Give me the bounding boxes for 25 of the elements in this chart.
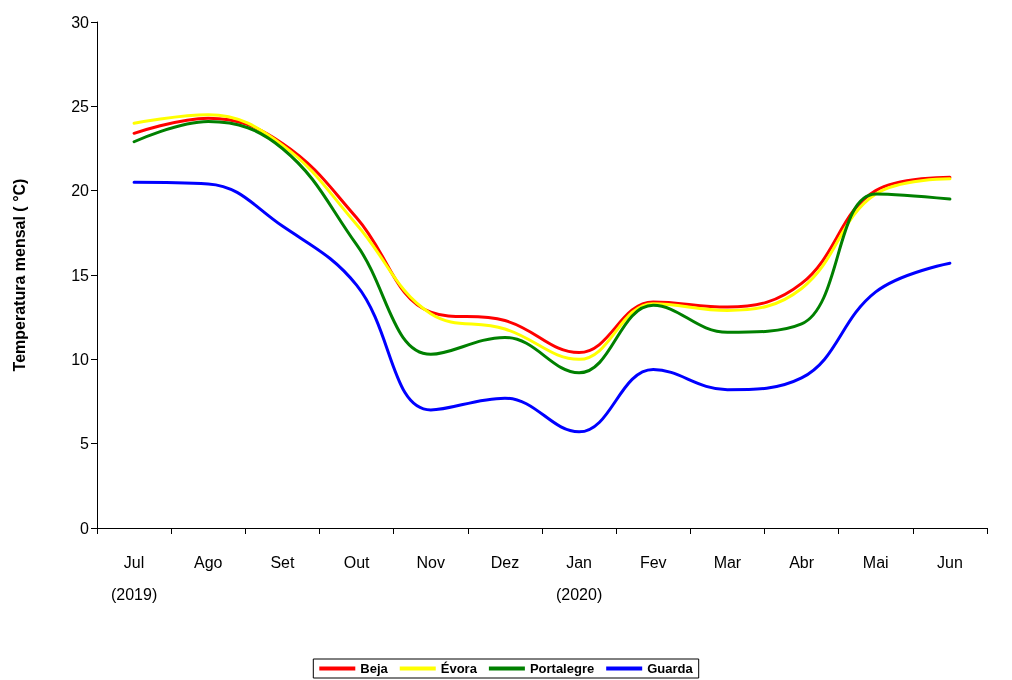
legend-label: Portalegre: [529, 661, 595, 676]
x-tick-label: Mai: [862, 553, 889, 571]
line-series: [132, 180, 952, 434]
legend-label: Évora: [440, 661, 478, 676]
legend-label: Beja: [360, 661, 389, 676]
x-tick-label: Dez: [490, 553, 520, 571]
y-axis-title: Temperatura mensal ( °C): [10, 178, 28, 372]
x-tick-label: Jan (2020): [555, 553, 603, 603]
y-tick-label: 15: [71, 266, 90, 284]
x-tick-label: Nov: [416, 553, 445, 571]
legend-label: Guarda: [647, 661, 694, 676]
y-tick-label: 5: [80, 435, 90, 453]
x-tick-label: Fev: [639, 553, 667, 571]
y-tick-label: 30: [71, 13, 90, 31]
y-tick-label: 10: [71, 350, 90, 368]
y-tick-label: 0: [80, 519, 90, 537]
x-tick-label: Jun: [937, 553, 963, 571]
x-tick-label: Abr: [789, 553, 815, 571]
y-tick-label: 25: [71, 97, 90, 115]
x-tick-label: Ago: [194, 553, 223, 571]
x-tick-label: Mar: [713, 553, 742, 571]
x-tick-label: Jul (2019): [110, 553, 158, 603]
x-tick-label: Set: [270, 553, 295, 571]
y-tick-label: 20: [71, 182, 90, 200]
x-tick-label: Out: [343, 553, 371, 571]
